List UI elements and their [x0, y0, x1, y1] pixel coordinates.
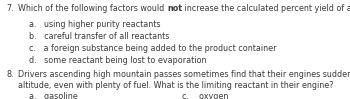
- Text: 8.: 8.: [6, 70, 14, 79]
- Text: Which of the following factors would: Which of the following factors would: [18, 4, 167, 13]
- Text: increase the calculated percent yield of a reaction?: increase the calculated percent yield of…: [182, 4, 350, 13]
- Text: 7.: 7.: [6, 4, 14, 13]
- Text: Drivers ascending high mountain passes sometimes find that their engines suddenl: Drivers ascending high mountain passes s…: [18, 70, 350, 79]
- Text: a.   gasoline: a. gasoline: [29, 92, 77, 99]
- Text: d.   some reactant being lost to evaporation: d. some reactant being lost to evaporati…: [29, 56, 206, 65]
- Text: altitude, even with plenty of fuel. What is the limiting reactant in their engin: altitude, even with plenty of fuel. What…: [18, 81, 334, 90]
- Text: c.    oxygen: c. oxygen: [182, 92, 228, 99]
- Text: not: not: [167, 4, 182, 13]
- Text: c.   a foreign substance being added to the product container: c. a foreign substance being added to th…: [29, 44, 276, 53]
- Text: b.   careful transfer of all reactants: b. careful transfer of all reactants: [29, 32, 169, 41]
- Text: a.   using higher purity reactants: a. using higher purity reactants: [29, 20, 160, 29]
